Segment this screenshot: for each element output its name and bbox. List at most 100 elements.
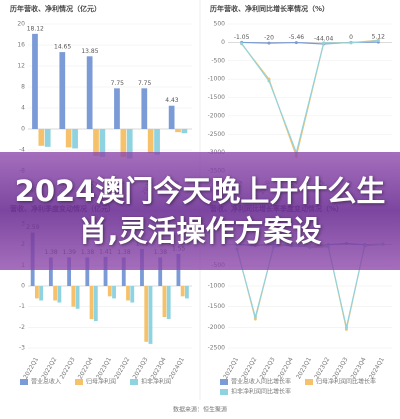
y-tick-label: 20 (17, 21, 25, 28)
y-tick-label: -1000 (208, 283, 226, 290)
bar (158, 257, 163, 286)
bar (48, 257, 53, 286)
bar (71, 286, 76, 307)
y-tick-label: -2000 (208, 112, 226, 119)
y-tick-label: 500 (214, 21, 226, 28)
bar (162, 286, 167, 317)
bar (185, 286, 189, 299)
legend-label: 营业总收入 (31, 378, 61, 386)
point (349, 41, 353, 45)
data-label: -44.04 (314, 35, 334, 42)
bar (126, 129, 133, 159)
y-tick-label: -2500 (208, 345, 226, 352)
y-tick-label: 0 (221, 39, 225, 46)
legend-label: 归母净利润同比增长率 (316, 378, 376, 386)
legend-swatch (75, 379, 83, 385)
legend-label: 扣非净利润 (141, 378, 171, 386)
x-tick-label: 2022Q4 (77, 356, 95, 380)
bar (85, 257, 90, 286)
bar (141, 88, 148, 129)
bar (107, 286, 112, 297)
bar (126, 286, 130, 301)
point (344, 327, 348, 331)
bar (168, 105, 175, 129)
x-tick-label: 2023Q3 (332, 356, 350, 380)
point (267, 79, 271, 83)
banner: 2024澳门今天晚上开什么生肖,灵活操作方案设 (0, 152, 400, 270)
x-tick-label: 2022Q1 (222, 356, 240, 380)
data-label: 14.65 (54, 44, 71, 51)
x-tick-label: 2022Q2 (40, 356, 58, 380)
chart-title: 历年营收、净利同比增长率情况（%） (210, 4, 329, 13)
data-label: 5.12 (372, 34, 386, 41)
bar (130, 286, 135, 303)
y-tick-label: -4 (19, 147, 25, 154)
y-tick-label: 12 (17, 63, 25, 70)
point (344, 325, 348, 329)
point (240, 41, 244, 45)
bar (175, 129, 181, 133)
bar (86, 56, 93, 129)
bar (180, 286, 185, 297)
bar (144, 286, 149, 342)
y-tick-label: 4 (21, 105, 25, 112)
data-label: 0 (349, 34, 353, 41)
bar (59, 52, 66, 129)
bar (32, 33, 38, 130)
legend-label: 归母净利润 (86, 378, 116, 386)
x-tick-label: 2023Q1 (95, 356, 113, 380)
point (294, 41, 298, 45)
data-label: 18.12 (27, 25, 44, 32)
y-tick-label: -2 (19, 324, 25, 331)
bar (89, 286, 94, 320)
bar (120, 129, 127, 157)
data-label: -1.05 (234, 34, 250, 41)
point (322, 41, 326, 45)
x-tick-label: 2023Q1 (295, 356, 313, 380)
x-tick-label: 2023Q2 (113, 356, 131, 380)
banner-title: 2024澳门今天晚上开什么生肖,灵活操作方案设 (14, 174, 386, 248)
bar (72, 129, 78, 149)
x-tick-label: 2022Q3 (259, 356, 277, 380)
data-label: -20 (264, 35, 274, 42)
data-label: -5.46 (289, 34, 305, 41)
chart-title: 历年营收、净利情况（亿元） (10, 4, 101, 13)
x-tick-label: 2022Q3 (59, 356, 77, 380)
bar (103, 256, 108, 286)
bar (75, 286, 80, 309)
legend-label: 营业总收入同比增长率 (231, 378, 291, 386)
x-tick-label: 2023Q4 (150, 356, 168, 380)
bar (34, 286, 39, 299)
legend-swatch (305, 379, 313, 385)
x-tick-label: 2022Q4 (277, 356, 295, 380)
bar (38, 129, 45, 146)
y-tick-label: 8 (21, 84, 25, 91)
y-tick-label: 0 (21, 126, 25, 133)
y-tick-label: 16 (17, 42, 25, 49)
data-label: 7.75 (138, 80, 152, 87)
bar (93, 286, 98, 322)
y-tick-label: -1 (19, 303, 25, 310)
bar (154, 129, 160, 155)
bar (44, 129, 51, 147)
x-tick-label: 2022Q1 (22, 356, 40, 380)
point (253, 315, 257, 319)
y-tick-label: -3 (19, 345, 25, 352)
source: 数据来源：恒生聚源 (173, 406, 227, 414)
x-tick-label: 2024Q1 (168, 356, 186, 380)
bar (181, 129, 188, 134)
x-tick-label: 2022Q2 (240, 356, 258, 380)
data-label: 7.75 (111, 80, 125, 87)
bar (53, 286, 58, 301)
point (376, 39, 380, 43)
data-label: 4.43 (165, 97, 179, 104)
legend-swatch (220, 379, 228, 385)
y-tick-label: 0 (21, 283, 25, 290)
line (241, 39, 379, 155)
bar (67, 257, 72, 286)
point (267, 41, 271, 45)
x-tick-label: 2023Q4 (350, 356, 368, 380)
y-tick-label: -2500 (208, 131, 226, 138)
y-tick-label: -1500 (208, 94, 226, 101)
